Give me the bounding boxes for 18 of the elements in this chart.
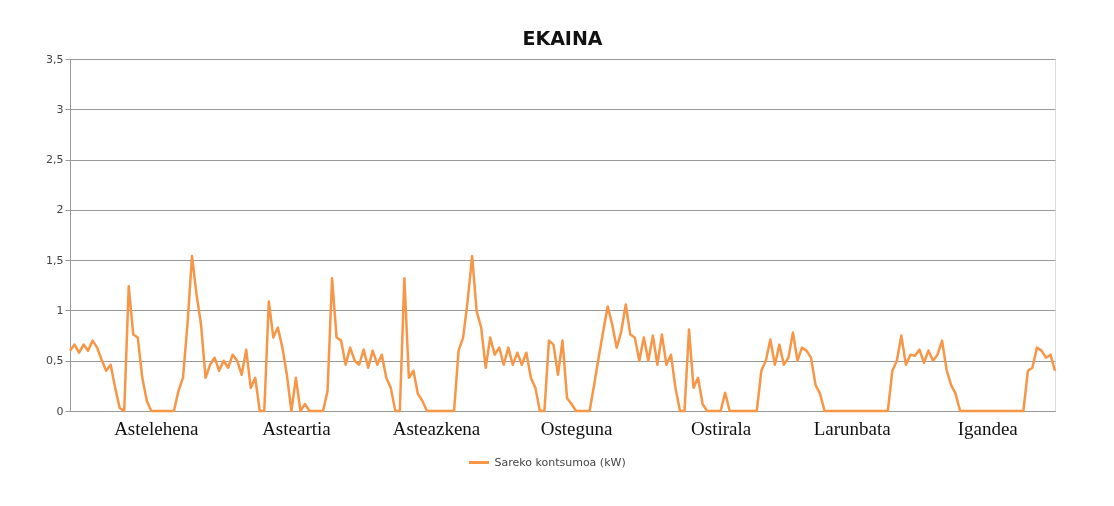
chart-title: EKAINA bbox=[522, 27, 603, 49]
y-tick-label: 1,5 bbox=[46, 253, 64, 267]
x-tick-label: Asteartia bbox=[262, 417, 332, 439]
x-tick-label: Osteguna bbox=[540, 417, 613, 439]
x-tick-label: Igandea bbox=[957, 417, 1019, 439]
x-tick-label: Larunbata bbox=[813, 417, 892, 439]
y-tick-label: 0,5 bbox=[46, 354, 64, 368]
x-tick-label: Astelehena bbox=[114, 417, 200, 439]
x-tick-label: Asteazkena bbox=[392, 417, 481, 439]
line-series bbox=[68, 254, 1057, 413]
x-tick-label: Ostirala bbox=[691, 417, 752, 439]
legend-label: Sareko kontsumoa (kW) bbox=[494, 455, 626, 469]
y-tick-label: 3 bbox=[56, 102, 64, 116]
y-tick-label: 2,5 bbox=[46, 153, 64, 167]
y-tick-label: 1 bbox=[56, 303, 64, 317]
y-tick-label: 2 bbox=[56, 203, 64, 217]
y-tick-label: 0 bbox=[56, 404, 64, 418]
y-tick-label: 3,5 bbox=[46, 52, 64, 66]
